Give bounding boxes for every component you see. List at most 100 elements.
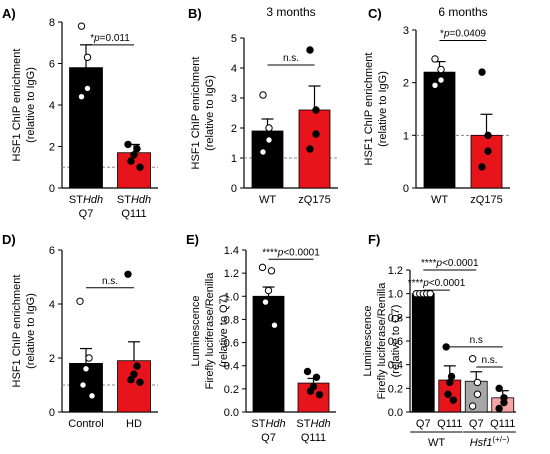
- x-tick-label: WT: [431, 194, 448, 206]
- data-point: [303, 367, 312, 376]
- data-point: [315, 390, 324, 399]
- y-axis-label: HSF1 ChIP enrichment: [11, 49, 23, 162]
- y-tick-label: 0.2: [388, 383, 403, 395]
- y-tick-label: 1: [403, 130, 409, 142]
- data-point: [124, 140, 132, 149]
- panel-a: A) HSF1 ChIP enrichment (relative to IgG) 0…: [2, 6, 158, 220]
- data-point: [473, 378, 482, 387]
- x-tick-label: WT: [259, 194, 276, 206]
- data-point: [431, 81, 439, 90]
- x-tick-label: HD: [126, 418, 142, 430]
- data-point: [270, 321, 279, 329]
- panel-label: A): [2, 6, 16, 21]
- y-tick-label: 0.8: [224, 314, 239, 326]
- data-point: [484, 131, 492, 140]
- data-point: [76, 297, 84, 305]
- data-point: [265, 136, 273, 144]
- data-point: [130, 370, 138, 378]
- data-point: [473, 390, 482, 398]
- y-tick-label: 1: [231, 153, 237, 165]
- y-tick-label: 1.2: [388, 265, 403, 277]
- bar: [423, 71, 456, 189]
- y-tick-label: 5: [231, 33, 237, 45]
- data-point: [265, 124, 273, 132]
- y-tick-label: 0: [231, 183, 237, 195]
- data-point: [495, 404, 503, 413]
- significance-label: n.s.: [481, 355, 497, 366]
- data-point: [426, 289, 434, 298]
- data-point: [127, 157, 135, 165]
- data-point: [133, 362, 141, 370]
- x-tick-label: Q7: [469, 418, 484, 430]
- x-tick-label: STHdh: [251, 418, 285, 430]
- y-tick-label: 0.0: [224, 407, 239, 419]
- data-point: [312, 373, 321, 381]
- x-tick-label: STHdh: [117, 194, 151, 206]
- panel-label: B): [188, 6, 202, 21]
- bar: [411, 293, 435, 413]
- significance-label: ****p<0.0001: [262, 247, 320, 258]
- y-tick-label: 0.0: [388, 407, 403, 419]
- significance-label: *p=0.011: [90, 33, 130, 44]
- y-tick-label: 0.2: [224, 384, 239, 396]
- y-axis-label: (relative to IgG): [25, 293, 37, 369]
- data-point: [77, 22, 86, 30]
- data-point: [312, 106, 320, 114]
- panel-label: F): [368, 232, 380, 247]
- data-point: [264, 286, 273, 295]
- y-tick-label: 1.0: [388, 289, 403, 301]
- y-axis-label: HSF1 ChIP enrichment: [11, 275, 23, 388]
- y-tick-label: 0.8: [388, 312, 403, 324]
- x-tick-label: Q111: [301, 432, 326, 444]
- y-axis-label: Luminescence: [362, 306, 374, 377]
- group-label: Hsf1(+/−): [470, 435, 510, 449]
- panel-label: D): [2, 232, 16, 247]
- data-point: [83, 84, 92, 93]
- y-tick-label: 4: [49, 299, 55, 311]
- y-axis-label: (relative to IgG): [25, 67, 37, 143]
- data-point: [79, 381, 87, 389]
- y-tick-label: 0.4: [388, 360, 403, 372]
- data-point: [312, 130, 320, 138]
- x-tick-label: Control: [68, 418, 103, 430]
- x-tick-label: Q111: [121, 208, 146, 220]
- bar: [252, 295, 285, 413]
- data-point: [136, 163, 144, 171]
- data-point: [306, 387, 315, 395]
- data-point: [478, 163, 486, 171]
- y-tick-label: 1.0: [224, 291, 239, 303]
- x-tick-label: Q111: [490, 418, 515, 430]
- panel-title: 3 months: [266, 5, 315, 19]
- y-tick-label: 6: [49, 59, 55, 71]
- data-point: [259, 148, 267, 156]
- panel-label: C): [368, 6, 382, 21]
- data-point: [478, 68, 486, 76]
- y-tick-label: 0.6: [388, 336, 403, 348]
- x-tick-label: STHdh: [69, 194, 103, 206]
- y-tick-label: 0: [49, 407, 55, 419]
- significance-label: ****p<0.0001: [421, 258, 479, 269]
- y-tick-label: 1.4: [224, 245, 239, 257]
- data-point: [124, 270, 132, 278]
- data-point: [136, 378, 144, 386]
- data-point: [306, 46, 314, 54]
- y-axis-label: HSF1 ChIP enrichment: [363, 53, 375, 166]
- bar: [117, 360, 151, 413]
- y-axis-label: (relative to Q7): [218, 295, 230, 368]
- data-point: [437, 65, 445, 74]
- y-tick-label: 8: [49, 17, 55, 29]
- y-tick-label: 1.2: [224, 268, 239, 280]
- data-point: [444, 390, 452, 398]
- data-point: [484, 147, 492, 155]
- y-axis-label: (relative to Q7): [390, 305, 402, 378]
- y-tick-label: 0: [49, 183, 55, 195]
- significance-label: ****p<0.0001: [408, 278, 466, 289]
- data-point: [306, 145, 314, 153]
- y-axis-label: Firefly luciferase/Renilla: [204, 272, 216, 390]
- data-point: [267, 267, 276, 275]
- y-axis-label: (relative to IgG): [204, 75, 216, 151]
- bar: [470, 134, 503, 189]
- panel-title: 6 months: [438, 5, 487, 19]
- y-axis-label: Firefly luciferase/Renilla: [376, 282, 388, 400]
